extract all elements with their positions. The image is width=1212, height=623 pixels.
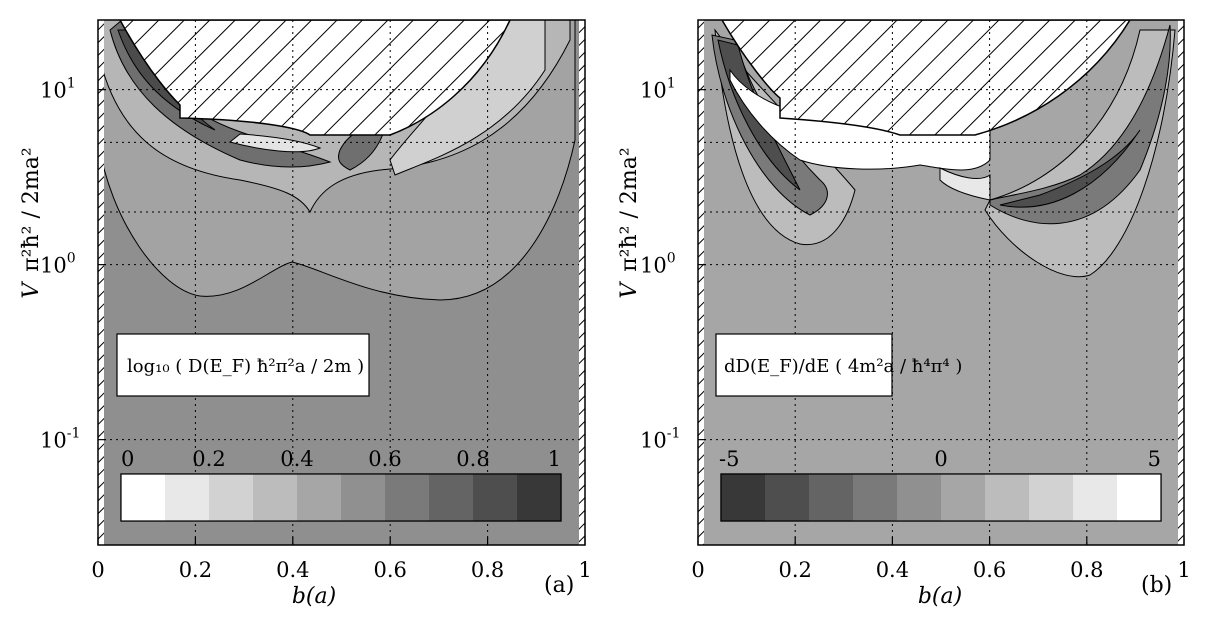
colorbar-swatch [253, 474, 297, 521]
panel-a-yticks: 101 100 10-1 [40, 76, 106, 453]
colorbar-swatch [121, 474, 165, 521]
contour-level-darker-right-wing [999, 129, 1141, 208]
panel-a-xticks: 0 0.2 0.4 0.6 0.8 1 [91, 537, 592, 582]
panel-b-colorbar: -5 0 5 [719, 447, 1162, 522]
colorbar-tick-label: 0.4 [280, 447, 313, 471]
colorbar-tick-label: 0 [934, 447, 947, 471]
y-tick-label: 100 [40, 251, 76, 278]
panel-b-left-edge-hatch [698, 20, 704, 545]
panel-b: dD(E_F)/dE ( 4m²a / ħ⁴π⁴ ) -5 0 5 (b) b(a)… [617, 19, 1191, 609]
panel-a-frame [97, 19, 586, 546]
colorbar-swatch [297, 474, 341, 521]
panel-a-ylabel: V π²ħ² / 2ma² [19, 147, 44, 298]
contour-level-light-right [389, 20, 546, 176]
y-tick-label: 101 [640, 76, 676, 103]
colorbar-swatch [941, 474, 985, 521]
excluded-hatched-dome [721, 20, 1131, 136]
colorbar-swatch [853, 474, 897, 521]
panel-b-yticks: 101 100 10-1 [640, 76, 706, 453]
x-tick-label: 1 [578, 558, 591, 582]
colorbar-tick-label: 0 [121, 447, 134, 471]
panel-b-legend-box [715, 333, 893, 397]
x-tick-label: 0.8 [1070, 558, 1103, 582]
colorbar-tick-label: 1 [548, 447, 561, 471]
x-tick-label: 0.6 [973, 558, 1006, 582]
y-tick-label: 100 [640, 251, 676, 278]
colorbar-swatch [985, 474, 1029, 521]
colorbar-swatch [721, 474, 765, 521]
colorbar-swatch [341, 474, 385, 521]
panel-a-ylabel-group: V π²ħ² / 2ma² [19, 147, 44, 298]
colorbar-tick-label: 0.6 [368, 447, 401, 471]
colorbar-swatch [429, 474, 473, 521]
panel-a-right-edge-hatch [579, 20, 585, 545]
panel-b-frame [697, 19, 1185, 546]
panel-b-ylabel: V π²ħ² / 2ma² [617, 147, 642, 298]
panel-b-field [698, 20, 1184, 545]
colorbar-swatch [1029, 474, 1073, 521]
excluded-hatched-dome [119, 20, 511, 136]
colorbar-outline [720, 473, 1162, 522]
panel-b-legend-text: dD(E_F)/dE ( 4m²a / ħ⁴π⁴ ) [724, 356, 962, 377]
x-tick-label: 0.4 [276, 558, 309, 582]
panel-a: log₁₀ ( D(E_F) ħ²π²a / 2m ) 0 0.2 0.4 0.6 0.… [19, 19, 592, 609]
colorbar-swatch [809, 474, 853, 521]
x-tick-label: 0.8 [471, 558, 504, 582]
colorbar-swatch [165, 474, 209, 521]
colorbar-tick-label: 0.8 [456, 447, 489, 471]
panel-a-xlabel: b(a) [292, 584, 336, 609]
panel-b-right-edge-hatch [1178, 20, 1184, 545]
x-tick-label: 1 [1177, 558, 1190, 582]
x-tick-label: 0.2 [179, 558, 212, 582]
colorbar-swatch [473, 474, 517, 521]
colorbar-tick-label: -5 [719, 447, 739, 471]
colorbar-swatch [897, 474, 941, 521]
x-tick-label: 0.4 [876, 558, 909, 582]
contour-level-dark-right-wing [989, 24, 1171, 225]
panel-b-tag: (b) [1141, 573, 1172, 598]
x-tick-label: 0.2 [778, 558, 811, 582]
colorbar-swatch [209, 474, 253, 521]
colorbar-outline [120, 473, 562, 522]
panel-a-legend-text: log₁₀ ( D(E_F) ħ²π²a / 2m ) [127, 356, 364, 377]
x-tick-label: 0.6 [373, 558, 406, 582]
colorbar-tick-label: 5 [1148, 447, 1161, 471]
y-tick-label: 10-1 [40, 426, 80, 453]
x-tick-label: 0 [691, 558, 704, 582]
panel-a-legend-box [116, 333, 370, 397]
colorbar-swatch [1073, 474, 1117, 521]
panel-a-left-edge-hatch [98, 20, 104, 545]
panel-b-xticks: 0 0.2 0.4 0.6 0.8 1 [691, 537, 1191, 582]
contour-level-white-pocket [228, 133, 322, 153]
colorbar-swatch [517, 474, 561, 521]
panel-a-tag: (a) [544, 573, 574, 598]
y-tick-label: 101 [40, 76, 76, 103]
panel-b-ylabel-group: V π²ħ² / 2ma² [617, 147, 642, 298]
colorbar-tick-label: 0.2 [192, 447, 225, 471]
y-tick-label: 10-1 [640, 426, 680, 453]
panel-a-field [98, 20, 585, 545]
colorbar-swatch [385, 474, 429, 521]
colorbar-swatch [1117, 474, 1161, 521]
panel-b-xlabel: b(a) [918, 584, 962, 609]
colorbar-swatch [765, 474, 809, 521]
panel-a-colorbar: 0 0.2 0.4 0.6 0.8 1 [120, 447, 562, 522]
x-tick-label: 0 [91, 558, 104, 582]
